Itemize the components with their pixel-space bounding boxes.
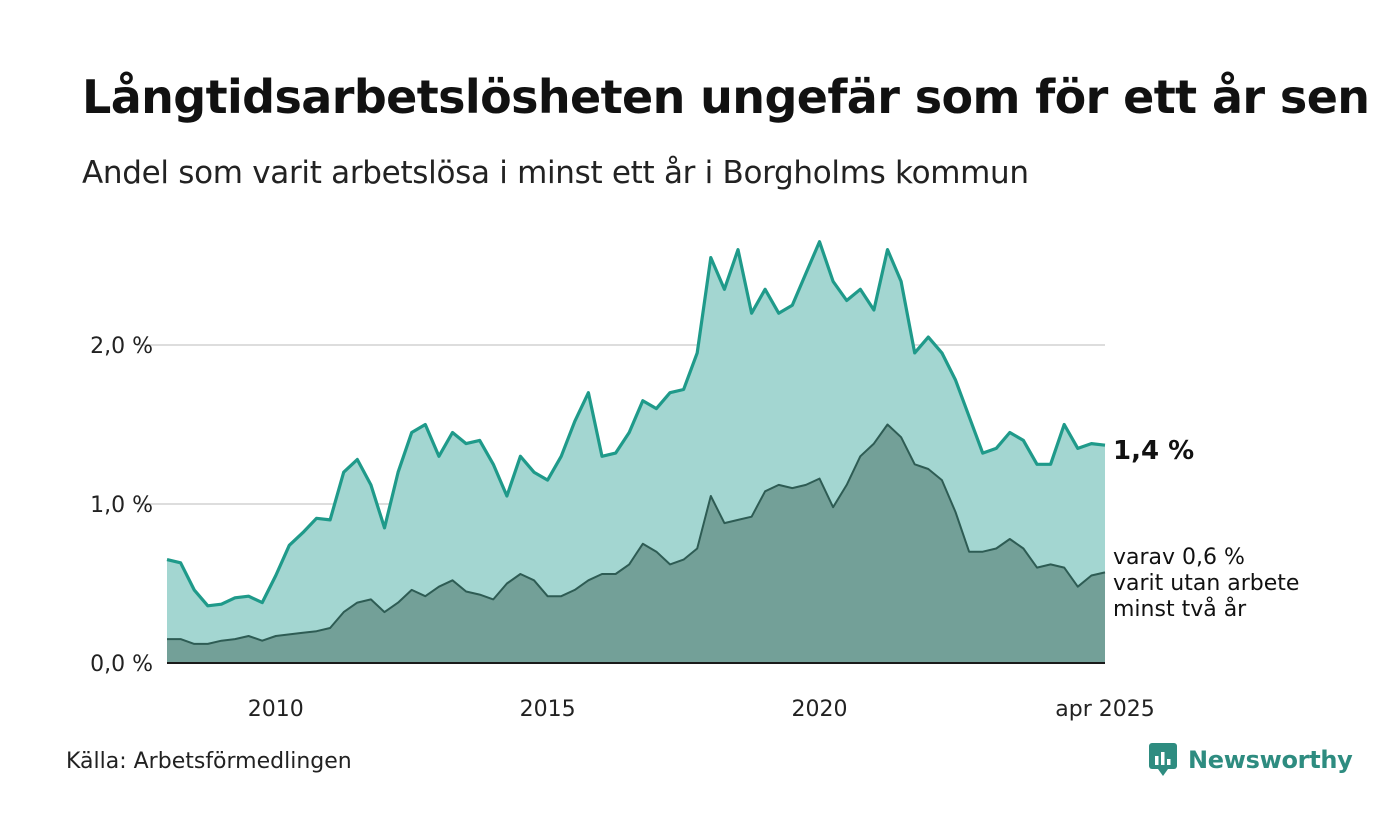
y-tick-label-2: 2,0 % (90, 334, 153, 359)
area-sub (167, 424, 1105, 663)
axes: 0,0 % 1,0 % 2,0 % 2010 2015 2020 apr 2025 (90, 334, 1155, 722)
x-tick-label-2: 2020 (792, 697, 848, 722)
x-tick-label-3: apr 2025 (1055, 697, 1154, 722)
brand-name: Newsworthy (1188, 746, 1353, 774)
y-tick-label-0: 0,0 % (90, 652, 153, 677)
x-tick-label-0: 2010 (248, 697, 304, 722)
chart-title: Långtidsarbetslösheten ungefär som för e… (82, 70, 1370, 124)
line-sub (167, 423, 1106, 645)
x-tick-label-1: 2015 (520, 697, 576, 722)
newsworthy-logo-icon (1149, 743, 1177, 776)
sub-end-label-line-2: minst två år (1113, 596, 1247, 622)
sub-end-label-line-0: varav 0,6 % (1113, 545, 1245, 570)
y-tick-label-1: 1,0 % (90, 493, 153, 518)
sub-end-label-line-1: varit utan arbete (1113, 571, 1299, 596)
brand[interactable]: Newsworthy (1148, 742, 1353, 778)
chart-areas (166, 240, 1106, 663)
line-total (166, 240, 1106, 608)
source-note: Källa: Arbetsförmedlingen (66, 749, 352, 774)
total-end-label: 1,4 % (1113, 436, 1194, 466)
chart-subtitle: Andel som varit arbetslösa i minst ett å… (82, 155, 1029, 191)
